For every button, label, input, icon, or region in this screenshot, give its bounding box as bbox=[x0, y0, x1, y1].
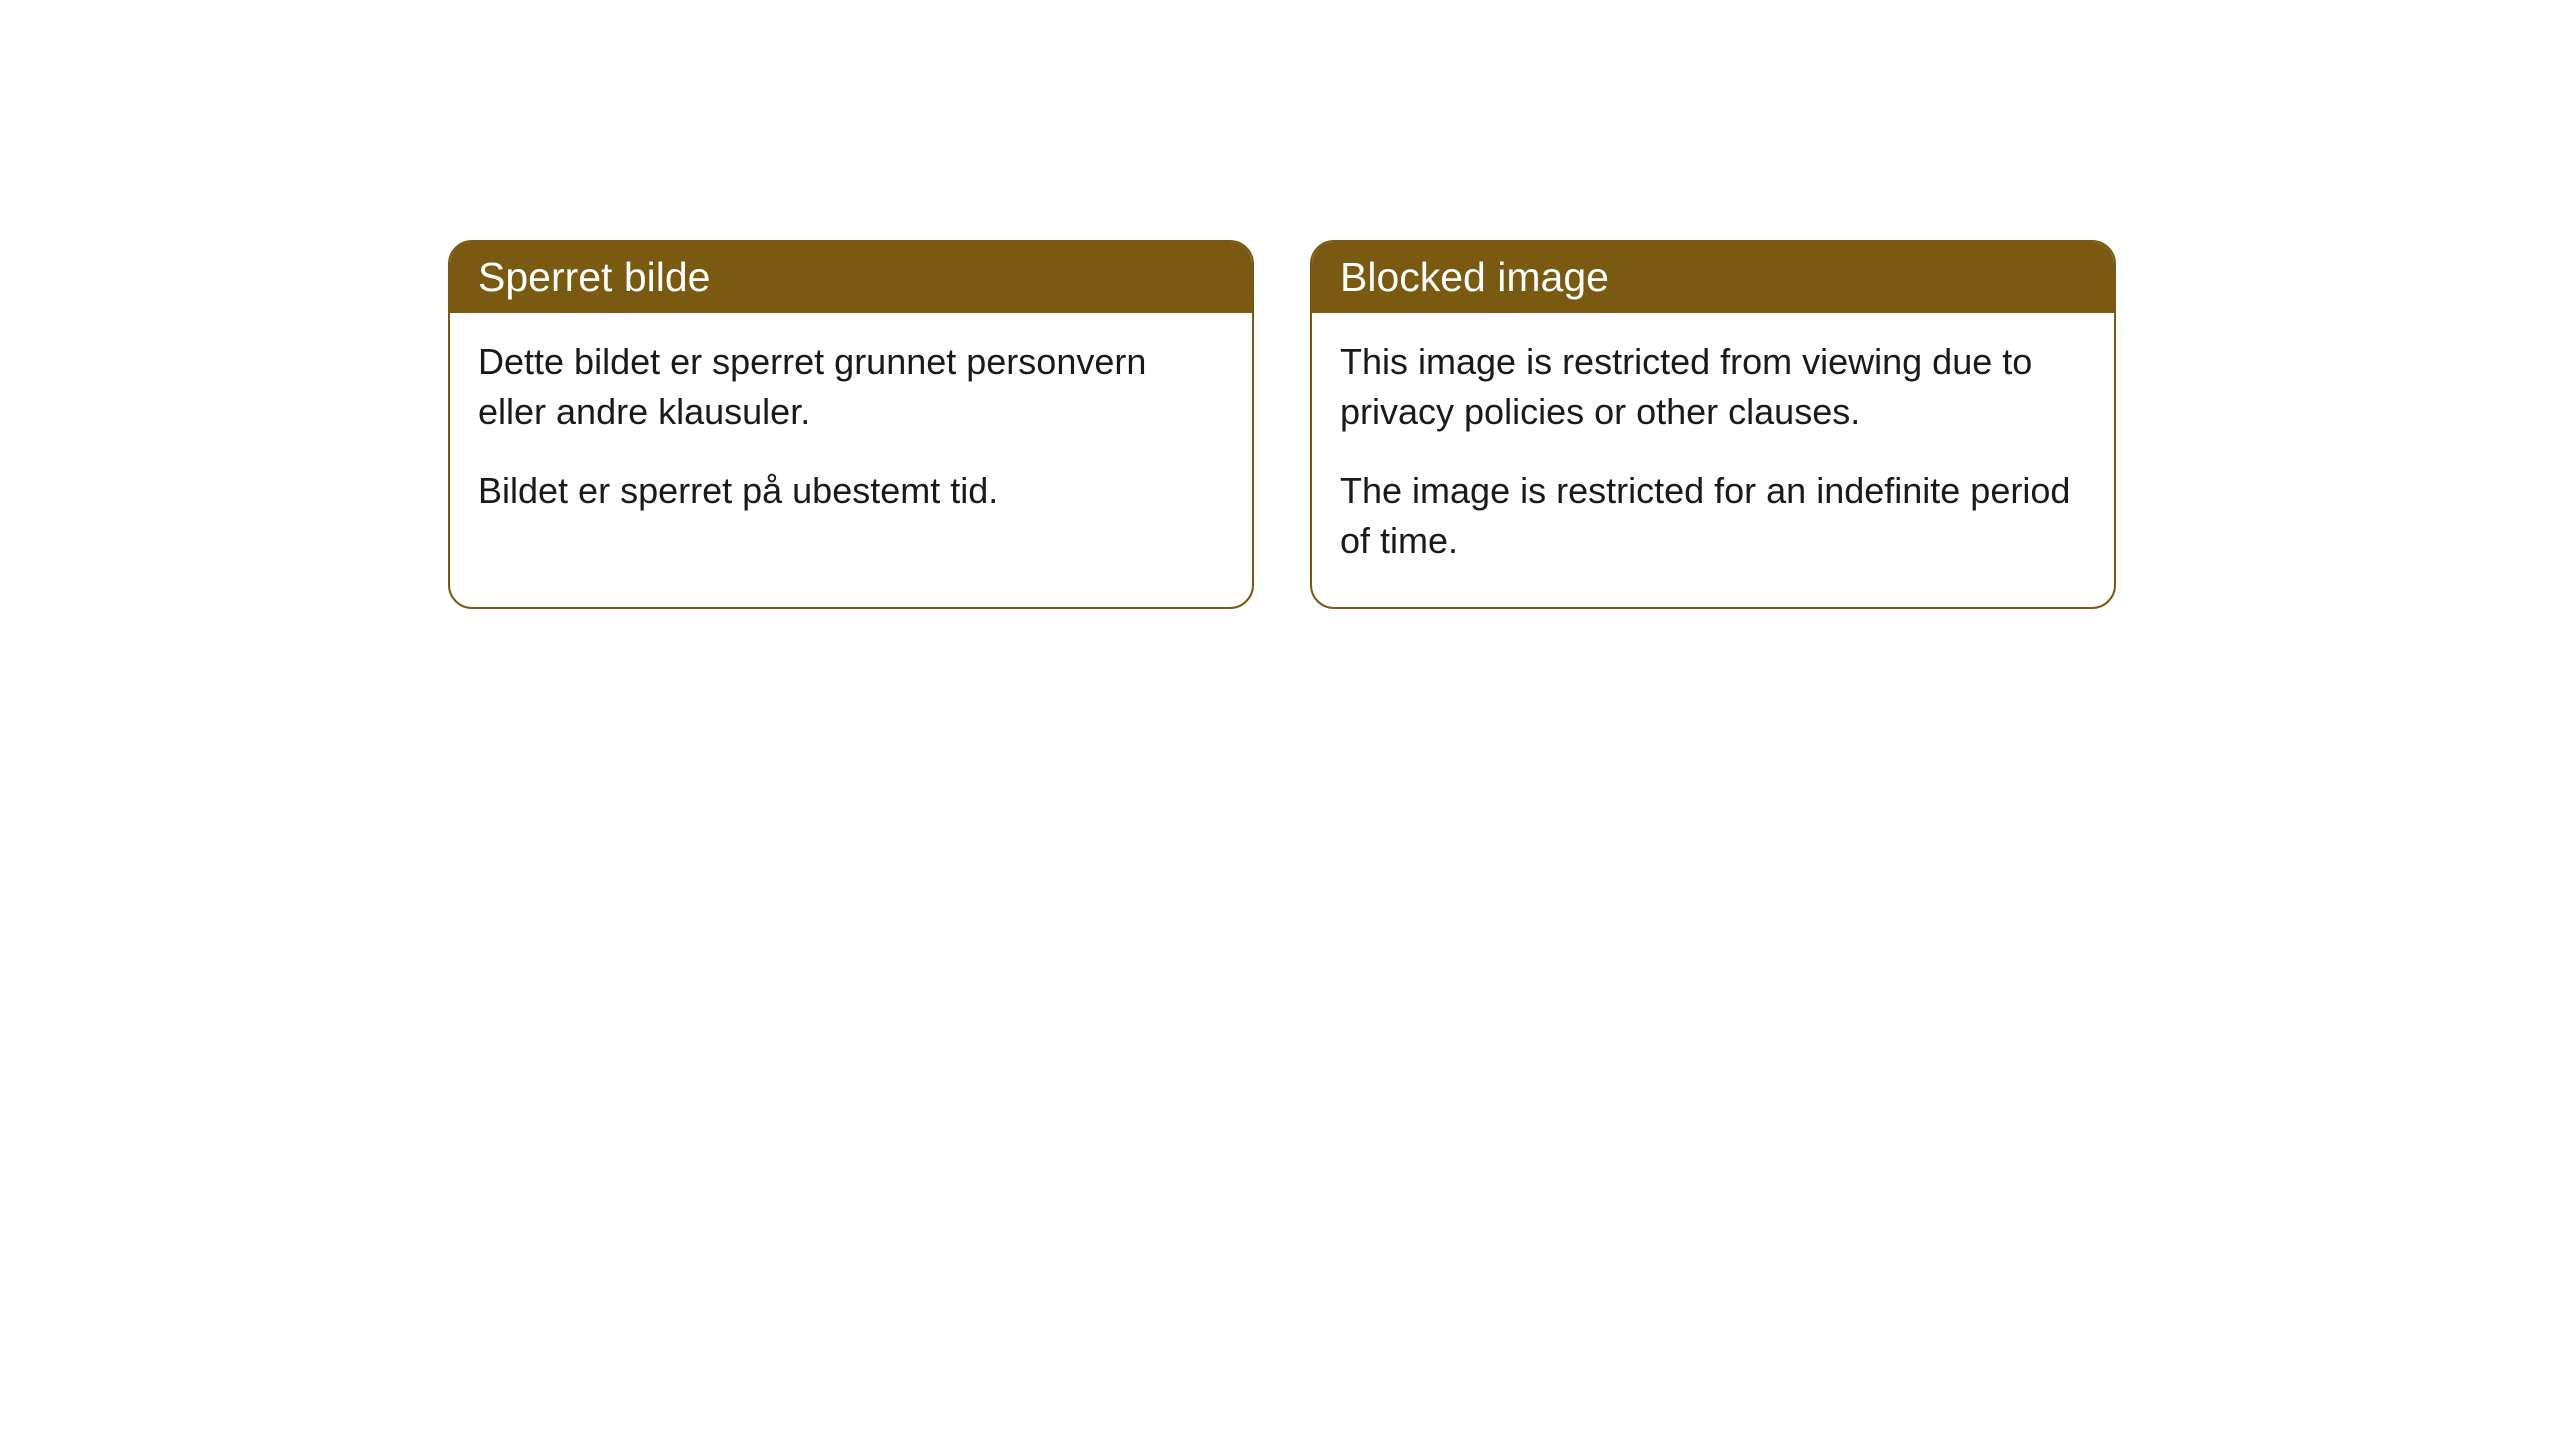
notice-container: Sperret bilde Dette bildet er sperret gr… bbox=[448, 240, 2116, 609]
card-body: Dette bildet er sperret grunnet personve… bbox=[450, 313, 1252, 556]
notice-card-norwegian: Sperret bilde Dette bildet er sperret gr… bbox=[448, 240, 1254, 609]
card-title: Blocked image bbox=[1340, 254, 1609, 300]
card-paragraph: Bildet er sperret på ubestemt tid. bbox=[478, 466, 1224, 516]
card-header: Blocked image bbox=[1312, 242, 2114, 313]
card-paragraph: Dette bildet er sperret grunnet personve… bbox=[478, 337, 1224, 438]
card-body: This image is restricted from viewing du… bbox=[1312, 313, 2114, 607]
card-paragraph: This image is restricted from viewing du… bbox=[1340, 337, 2086, 438]
notice-card-english: Blocked image This image is restricted f… bbox=[1310, 240, 2116, 609]
card-title: Sperret bilde bbox=[478, 254, 710, 300]
card-paragraph: The image is restricted for an indefinit… bbox=[1340, 466, 2086, 567]
card-header: Sperret bilde bbox=[450, 242, 1252, 313]
